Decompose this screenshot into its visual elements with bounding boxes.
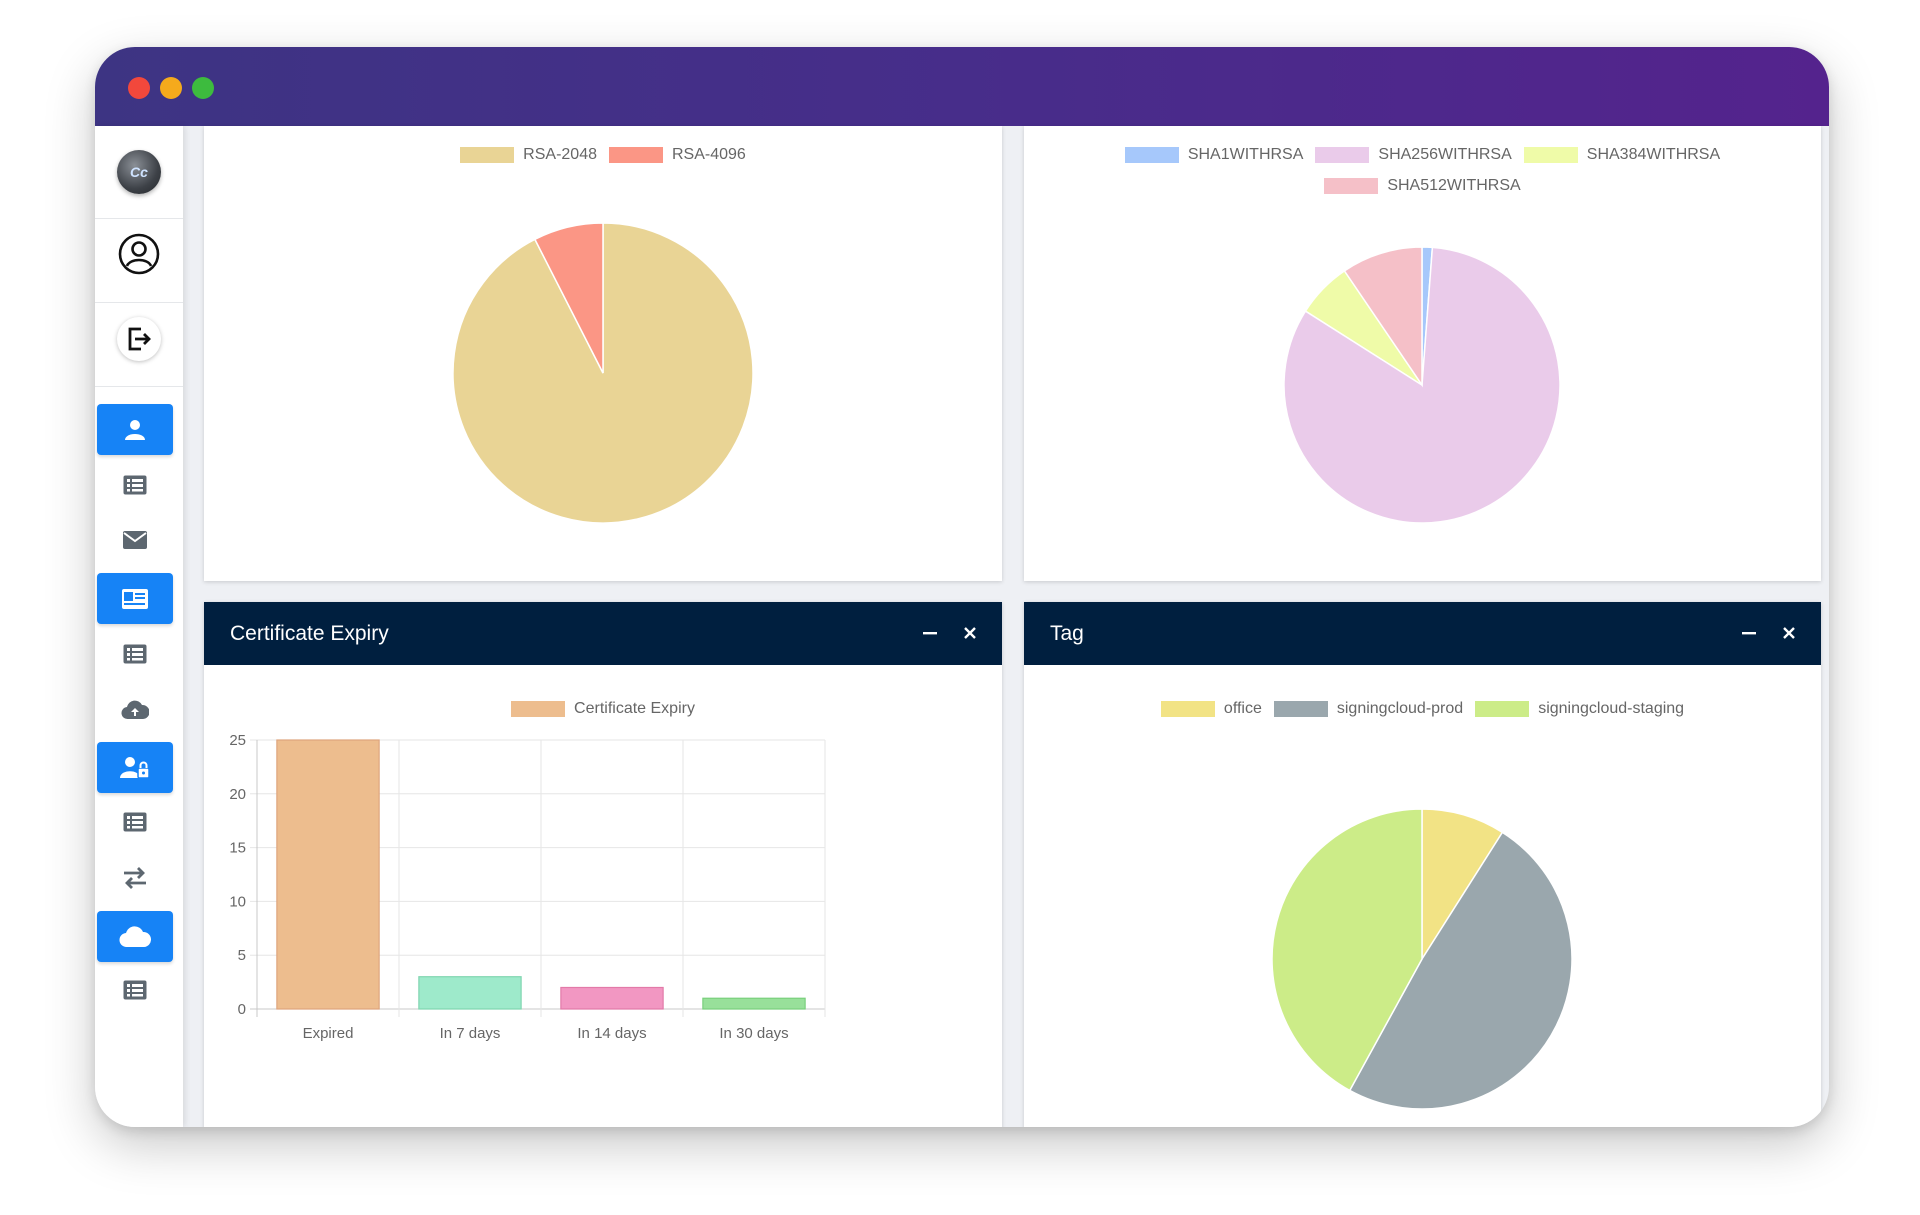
logo-icon[interactable]: Cc xyxy=(117,150,161,194)
legend-swatch xyxy=(1124,146,1179,163)
list-icon[interactable] xyxy=(97,465,173,505)
sidebar-divider xyxy=(95,218,183,219)
minus-icon xyxy=(923,632,937,635)
tag-pie-chart xyxy=(1271,808,1573,1110)
card-title: Certificate Expiry xyxy=(230,621,389,645)
exchange-icon[interactable] xyxy=(97,858,173,898)
legend-item-sha1withrsa[interactable]: SHA1WITHRSA xyxy=(1124,139,1304,170)
signature-pie-chart xyxy=(1283,246,1561,524)
key-size-legend: RSA-2048 RSA-4096 xyxy=(204,139,1002,170)
svg-text:Cc: Cc xyxy=(130,164,148,180)
minimize-button[interactable] xyxy=(917,620,943,646)
title-bar xyxy=(95,47,1829,126)
legend-label: SHA1WITHRSA xyxy=(1187,145,1304,163)
y-tick-label: 0 xyxy=(238,1001,246,1018)
expiry-legend: Certificate Expiry xyxy=(204,693,1002,724)
signature-algorithm-card: SHA1WITHRSA SHA256WITHRSA SHA384WITHRSA … xyxy=(1024,126,1821,581)
close-button[interactable] xyxy=(957,620,983,646)
legend-item-signingcloud-prod[interactable]: signingcloud-prod xyxy=(1273,693,1464,724)
user-icon[interactable] xyxy=(97,404,173,455)
key-size-card: RSA-2048 RSA-4096 xyxy=(204,126,1002,581)
tag-card: Tag office signingcloud-prod signingclou… xyxy=(1024,602,1821,1127)
legend-item-rsa-4096[interactable]: RSA-4096 xyxy=(609,139,746,170)
legend-swatch xyxy=(1273,700,1328,717)
x-tick-label: In 30 days xyxy=(719,1025,788,1042)
legend-swatch xyxy=(511,700,566,717)
pie-slice-office[interactable] xyxy=(1421,808,1504,962)
legend-swatch xyxy=(1315,146,1370,163)
pie-slice-signingcloud-prod[interactable] xyxy=(1348,831,1573,1110)
close-button[interactable] xyxy=(1776,620,1802,646)
list-icon[interactable] xyxy=(97,970,173,1010)
certificate-expiry-bar-chart: 0 5 10 15 20 25 Expired In 7 days In 14 days In 3… xyxy=(229,732,826,1042)
legend-label: SHA512WITHRSA xyxy=(1387,176,1521,194)
y-tick-label: 25 xyxy=(229,732,246,749)
list-icon[interactable] xyxy=(97,802,173,842)
legend-swatch xyxy=(1475,700,1530,717)
legend-item-rsa-2048[interactable]: RSA-2048 xyxy=(460,139,597,170)
y-tick-label: 15 xyxy=(229,840,246,857)
legend-label: RSA-4096 xyxy=(672,145,746,163)
close-icon xyxy=(964,627,976,639)
window-maximize-button[interactable] xyxy=(192,77,214,99)
legend-swatch xyxy=(1160,700,1215,717)
legend-label: signingcloud-prod xyxy=(1336,699,1464,717)
legend-label: Certificate Expiry xyxy=(574,699,695,717)
envelope-icon[interactable] xyxy=(97,520,173,560)
bar-in-30-days[interactable] xyxy=(702,997,806,1010)
card-title: Tag xyxy=(1050,621,1084,645)
legend-item-signingcloud-staging[interactable]: signingcloud-staging xyxy=(1475,693,1684,724)
x-tick-label: Expired xyxy=(303,1025,354,1042)
list-icon[interactable] xyxy=(97,634,173,674)
x-tick-label: In 14 days xyxy=(577,1025,646,1042)
minus-icon xyxy=(1742,632,1756,635)
sidebar-divider xyxy=(95,386,183,387)
app-window: Cc xyxy=(95,47,1829,1127)
legend-label: SHA256WITHRSA xyxy=(1378,145,1512,163)
signature-legend: SHA1WITHRSA SHA256WITHRSA SHA384WITHRSA … xyxy=(1024,139,1821,201)
y-tick-label: 20 xyxy=(229,786,246,803)
legend-item-sha384withrsa[interactable]: SHA384WITHRSA xyxy=(1523,139,1721,170)
card-header: Tag xyxy=(1024,602,1821,665)
legend-swatch xyxy=(460,146,515,163)
pie-slice-signingcloud-staging[interactable] xyxy=(1271,808,1423,1092)
legend-item-sha512withrsa[interactable]: SHA512WITHRSA xyxy=(1324,170,1521,201)
legend-item-office[interactable]: office xyxy=(1160,693,1262,724)
bar-in-14-days[interactable] xyxy=(560,986,664,1010)
sidebar: Cc xyxy=(95,126,183,1127)
legend-label: SHA384WITHRSA xyxy=(1586,145,1721,163)
cloud-icon[interactable] xyxy=(97,911,173,962)
window-close-button[interactable] xyxy=(128,77,150,99)
pie-slice-rsa-4096[interactable] xyxy=(533,222,604,374)
minimize-button[interactable] xyxy=(1736,620,1762,646)
key-size-pie-chart xyxy=(452,222,754,524)
y-tick-label: 5 xyxy=(238,947,246,964)
legend-swatch xyxy=(1324,177,1379,194)
legend-label: RSA-2048 xyxy=(523,145,597,163)
bar-chart-plot: 0 5 10 15 20 25 Expired In 7 days In 14 days In 3… xyxy=(229,732,826,1042)
legend-label: signingcloud-staging xyxy=(1538,699,1685,717)
user-lock-icon[interactable] xyxy=(97,742,173,793)
bar-expired[interactable] xyxy=(276,739,380,1010)
legend-label: office xyxy=(1223,699,1262,717)
legend-item-certificate-expiry[interactable]: Certificate Expiry xyxy=(511,693,695,724)
x-tick-label: In 7 days xyxy=(440,1025,501,1042)
logout-icon[interactable] xyxy=(117,317,161,361)
tag-legend: office signingcloud-prod signingcloud-st… xyxy=(1024,693,1821,724)
legend-swatch xyxy=(1523,146,1578,163)
close-icon xyxy=(1783,627,1795,639)
user-profile-icon[interactable] xyxy=(117,232,161,276)
card-header: Certificate Expiry xyxy=(204,602,1002,665)
window-minimize-button[interactable] xyxy=(160,77,182,99)
legend-item-sha256withrsa[interactable]: SHA256WITHRSA xyxy=(1315,139,1512,170)
pie-slice-sha512withrsa[interactable] xyxy=(1343,246,1423,388)
id-card-icon[interactable] xyxy=(97,573,173,624)
legend-swatch xyxy=(609,146,663,163)
y-tick-label: 10 xyxy=(229,893,246,910)
cloud-upload-icon[interactable] xyxy=(97,690,173,730)
sidebar-divider xyxy=(95,302,183,303)
bar-in-7-days[interactable] xyxy=(418,976,522,1010)
certificate-expiry-card: Certificate Expiry Certificate Expiry 0 5… xyxy=(204,602,1002,1127)
